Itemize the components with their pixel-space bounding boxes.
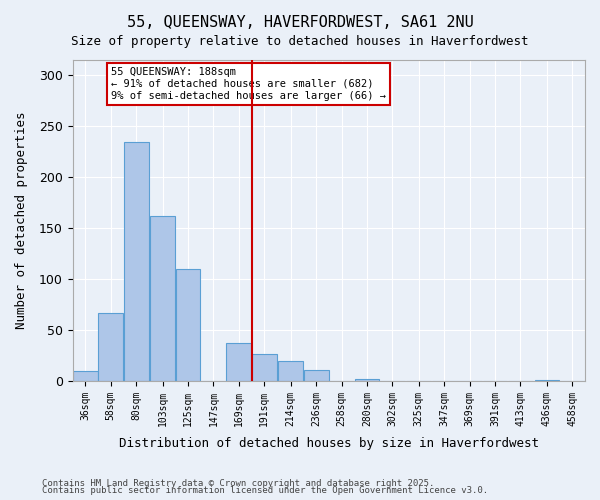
Bar (278, 360, 303, 381)
Text: Contains HM Land Registry data © Crown copyright and database right 2025.: Contains HM Land Registry data © Crown c… (42, 478, 434, 488)
Bar (73, 370, 98, 381)
Bar (176, 269, 200, 381)
Bar (355, 379, 379, 381)
Bar (151, 216, 175, 381)
Bar (535, 380, 559, 381)
Text: 55 QUEENSWAY: 188sqm
← 91% of detached houses are smaller (682)
9% of semi-detac: 55 QUEENSWAY: 188sqm ← 91% of detached h… (111, 68, 386, 100)
Bar (252, 354, 277, 381)
Text: Size of property relative to detached houses in Haverfordwest: Size of property relative to detached ho… (71, 35, 529, 48)
Text: 55, QUEENSWAY, HAVERFORDWEST, SA61 2NU: 55, QUEENSWAY, HAVERFORDWEST, SA61 2NU (127, 15, 473, 30)
Bar (124, 142, 149, 381)
Bar (226, 343, 251, 381)
Y-axis label: Number of detached properties: Number of detached properties (15, 112, 28, 329)
Text: Contains public sector information licensed under the Open Government Licence v3: Contains public sector information licen… (42, 486, 488, 495)
X-axis label: Distribution of detached houses by size in Haverfordwest: Distribution of detached houses by size … (119, 437, 539, 450)
Bar (304, 370, 329, 381)
Bar (98, 312, 123, 381)
